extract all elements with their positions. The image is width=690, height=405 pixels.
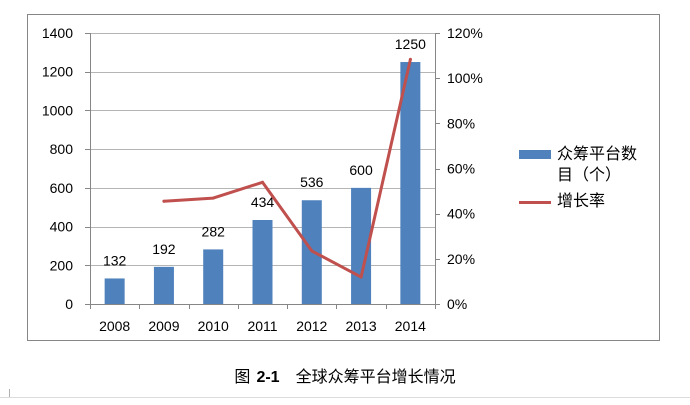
left-tick-label-1400: 1400 (42, 25, 73, 41)
right-tick-label-80%: 80% (447, 115, 475, 131)
page-edge-line (0, 397, 690, 398)
line-series (162, 57, 412, 279)
x-tick-label-2011: 2011 (247, 318, 277, 334)
bar-2014 (400, 62, 421, 305)
data-label-2010: 282 (202, 223, 226, 239)
bar-2010 (203, 249, 224, 304)
caption-prefix: 图 (234, 369, 251, 386)
tick-labels: 0 200 400 600 800 1000 1200 1400 0% 20% 40% 60% 80% 1… (42, 25, 483, 334)
x-tick-label-2014: 2014 (395, 318, 426, 334)
legend-key-platforms (519, 150, 551, 159)
data-label-2009: 192 (152, 241, 176, 257)
data-label-2012: 536 (300, 174, 324, 190)
bar-2011 (252, 219, 273, 304)
bar-series (104, 62, 421, 305)
caption-number: 2-1 (256, 369, 280, 386)
right-tick-label-100%: 100% (447, 70, 483, 86)
growth-rate-point-2011 (261, 180, 264, 184)
data-label-2014: 1250 (395, 36, 426, 52)
growth-rate-point-2010 (211, 196, 215, 200)
gridlines (90, 33, 435, 266)
x-tick-label-2010: 2010 (198, 318, 229, 334)
left-tick-label-400: 400 (50, 219, 74, 235)
legend-key-growth-rate (519, 201, 551, 204)
x-tick-label-2012: 2012 (296, 318, 327, 334)
x-tick-label-2009: 2009 (148, 318, 179, 334)
right-tick-label-40%: 40% (447, 206, 475, 222)
growth-rate-point-2009 (162, 199, 166, 203)
figure-caption: 图 2-1 全球众筹平台增长情况 (0, 368, 690, 388)
axes (85, 33, 440, 309)
right-tick-label-60%: 60% (447, 161, 475, 177)
left-tick-label-600: 600 (50, 180, 74, 196)
legend-label-platforms: 众筹平台数目（个） (557, 144, 638, 184)
left-tick-label-1200: 1200 (42, 64, 73, 80)
chart-frame (27, 14, 660, 341)
caption-title: 全球众筹平台增长情况 (295, 369, 456, 386)
data-labels: 132 192 282 434 536 600 1250 (103, 36, 426, 268)
data-label-2011: 434 (251, 194, 275, 210)
data-label-2008: 132 (103, 252, 127, 268)
growth-rate-point-2012 (310, 249, 314, 253)
data-label-2013: 600 (349, 162, 373, 178)
growth-rate-point-2013 (359, 275, 363, 279)
right-tick-label-120%: 120% (447, 25, 483, 41)
right-tick-label-0%: 0% (447, 296, 467, 312)
growth-rate-point-2014 (408, 57, 412, 61)
bar-2008 (104, 278, 125, 304)
left-tick-label-200: 200 (50, 257, 74, 273)
left-tick-label-800: 800 (50, 141, 74, 157)
page-corner-mark (9, 389, 10, 397)
legend-label-growth-rate: 增长率 (557, 191, 606, 210)
growth-rate-line (162, 57, 412, 279)
x-tick-label-2013: 2013 (345, 318, 376, 334)
right-tick-label-20%: 20% (447, 251, 475, 267)
x-tick-label-2008: 2008 (99, 318, 130, 334)
left-tick-label-0: 0 (65, 296, 73, 312)
left-tick-label-1000: 1000 (42, 102, 73, 118)
bar-2009 (153, 266, 174, 304)
